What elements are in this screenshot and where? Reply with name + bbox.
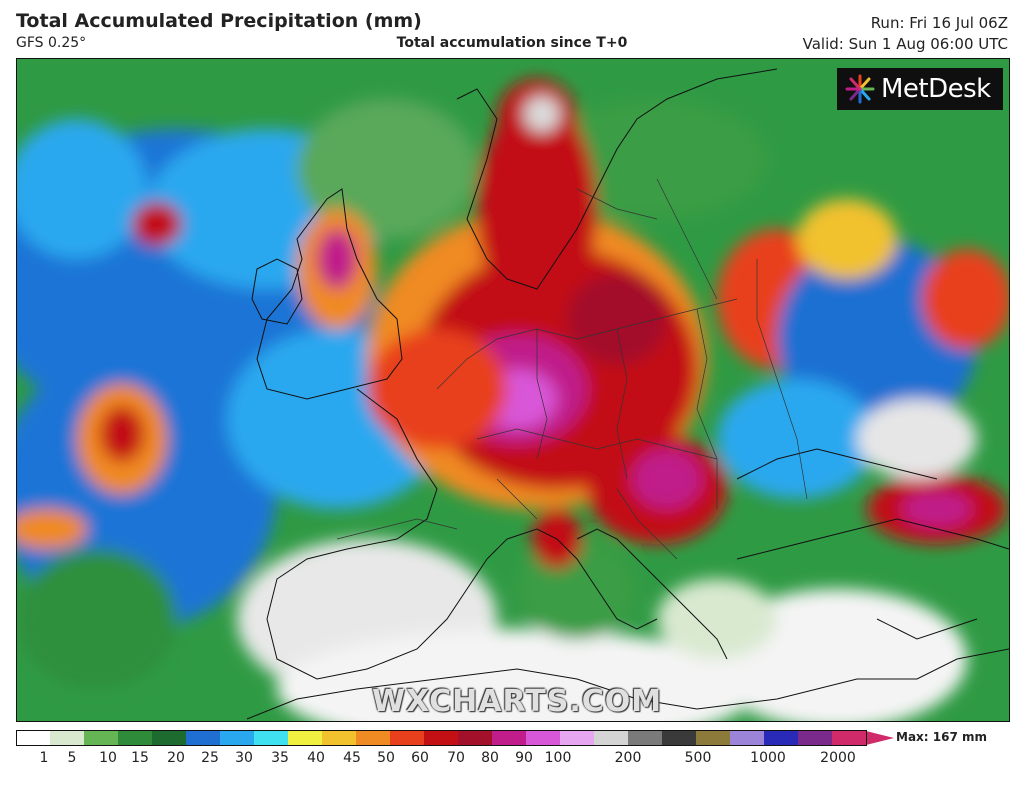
colorbar-tick-label: 15 — [131, 750, 149, 766]
colorbar-swatch — [594, 731, 629, 745]
colorbar-tick-label: 40 — [307, 750, 325, 766]
colorbar-swatch — [662, 731, 697, 745]
colorbar-arrow — [866, 731, 894, 745]
colorbar-swatch — [16, 731, 51, 745]
colorbar-tick-label: 20 — [167, 750, 185, 766]
colorbar-swatch — [152, 731, 187, 745]
colorbar-swatch — [764, 731, 799, 745]
colorbar-swatch — [390, 731, 425, 745]
chart-title: Total Accumulated Precipitation (mm) — [16, 10, 422, 32]
colorbar-swatch — [220, 731, 255, 745]
map-svg — [17, 59, 1009, 721]
colorbar-swatch — [832, 731, 867, 745]
colorbar-tick-label: 200 — [614, 750, 642, 766]
colorbar-swatch — [492, 731, 527, 745]
precipitation-map — [16, 58, 1010, 722]
metdesk-logo: MetDesk — [837, 68, 1003, 110]
colorbar-swatch — [84, 731, 119, 745]
colorbar-swatch — [288, 731, 323, 745]
colorbar-swatch — [628, 731, 663, 745]
valid-time: Valid: Sun 1 Aug 06:00 UTC — [802, 35, 1008, 53]
run-time: Run: Fri 16 Jul 06Z — [870, 14, 1008, 32]
coastlines — [246, 68, 1009, 720]
chart-subtitle: Total accumulation since T+0 — [396, 35, 628, 51]
colorbar-swatch — [798, 731, 833, 745]
colorbar-swatch — [118, 731, 153, 745]
colorbar-swatches — [16, 731, 867, 745]
colorbar-tick-label: 100 — [544, 750, 572, 766]
colorbar-tick-label: 1 — [39, 750, 49, 766]
colorbar-swatch — [424, 731, 459, 745]
colorbar-swatch — [458, 731, 493, 745]
colorbar-swatch — [730, 731, 765, 745]
colorbar-tick-label: 10 — [99, 750, 117, 766]
precip-field — [17, 79, 1009, 721]
colorbar-tick-labels: 1 5 10 15 20 25 30 35 40 45 50 60 70 80 90 100 200 500 100… — [16, 750, 896, 774]
colorbar-tick-label: 50 — [377, 750, 395, 766]
colorbar-tick-label: 1000 — [750, 750, 786, 766]
colorbar-tick-label: 25 — [201, 750, 219, 766]
colorbar-tick-label: 35 — [271, 750, 289, 766]
watermark: WXCHARTS.COM — [372, 684, 663, 719]
model-label: GFS 0.25° — [16, 35, 87, 51]
country-borders — [336, 178, 808, 560]
colorbar-tick-label: 45 — [343, 750, 361, 766]
colorbar-swatch — [696, 731, 731, 745]
colorbar-swatch — [50, 731, 85, 745]
colorbar-border — [16, 730, 867, 746]
colorbar-tick-label: 70 — [447, 750, 465, 766]
colorbar-swatch — [526, 731, 561, 745]
colorbar-swatch — [560, 731, 595, 745]
colorbar-tick-label: 30 — [235, 750, 253, 766]
colorbar-tick-label: 2000 — [820, 750, 856, 766]
logo-text: MetDesk — [881, 74, 991, 104]
colorbar-tick-label: 90 — [515, 750, 533, 766]
colorbar-swatch — [186, 731, 221, 745]
colorbar-swatch — [254, 731, 289, 745]
colorbar-swatch — [356, 731, 391, 745]
colorbar-tick-label: 60 — [411, 750, 429, 766]
colorbar-tick-label: 500 — [684, 750, 712, 766]
colorbar-tick-label: 80 — [481, 750, 499, 766]
colorbar-max-label: Max: 167 mm — [896, 730, 987, 744]
colorbar-tick-label: 5 — [67, 750, 77, 766]
colorbar — [16, 730, 894, 746]
metdesk-logo-mark-icon — [845, 74, 875, 104]
colorbar-swatch — [322, 731, 357, 745]
